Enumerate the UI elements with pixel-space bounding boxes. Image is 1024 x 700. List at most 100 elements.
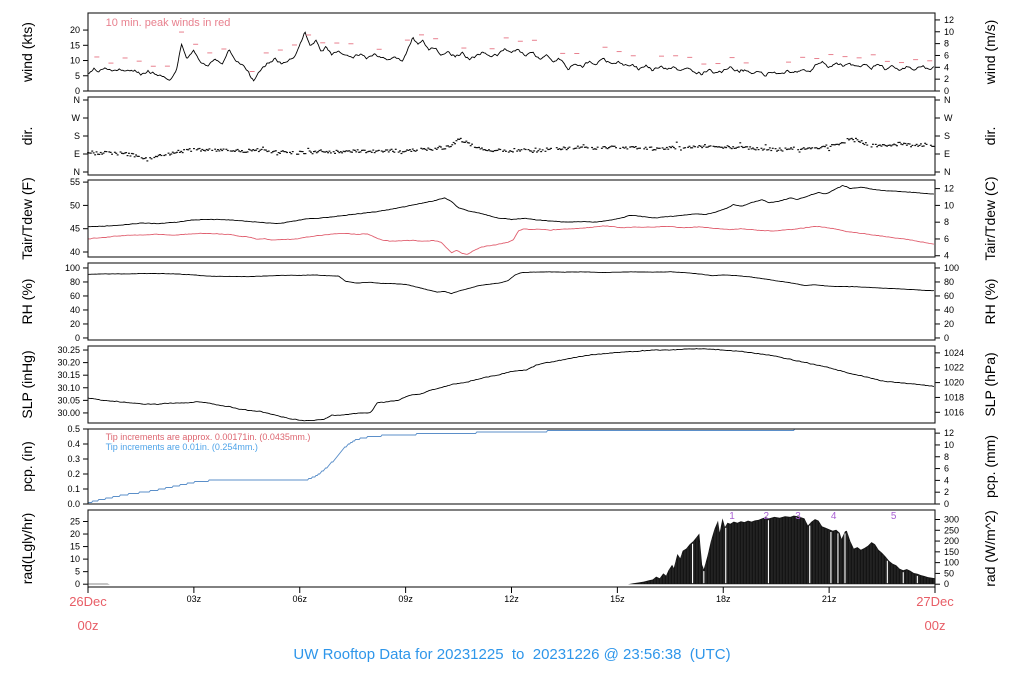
svg-text:300: 300 xyxy=(944,514,959,524)
panel-temp-axes: 40 45 50 55 4 6 8 10 12 xyxy=(70,177,954,261)
svg-text:4: 4 xyxy=(944,251,949,261)
chart-title: UW Rooftop Data for 20231225 to 20231226… xyxy=(293,646,731,663)
panel-dir-frame xyxy=(87,96,936,176)
svg-text:1016: 1016 xyxy=(944,407,964,417)
svg-text:12: 12 xyxy=(944,184,954,194)
wind-dir-dots xyxy=(87,137,935,162)
svg-text:N: N xyxy=(74,95,81,105)
panel-pcp-axes: 0.0 0.1 0.2 0.3 0.4 0.5 0 2 46 8 10 12 xyxy=(67,424,954,509)
svg-text:0: 0 xyxy=(75,579,80,589)
svg-text:12: 12 xyxy=(944,15,954,25)
svg-text:20: 20 xyxy=(944,319,954,329)
svg-text:30.05: 30.05 xyxy=(57,395,80,405)
svg-text:1020: 1020 xyxy=(944,378,964,388)
svg-text:8: 8 xyxy=(944,452,949,462)
tdew-line xyxy=(87,225,935,255)
panel-rh-axes: 0 20 40 60 80 100 0 20 40 60 80 100 xyxy=(65,263,959,343)
axis-label-left-temp: Tair/Tdew (F) xyxy=(19,177,35,259)
annotation: 5 xyxy=(891,511,897,522)
svg-text:30.20: 30.20 xyxy=(57,358,80,368)
axis-label-left-pcp: pcp. (in) xyxy=(19,441,35,492)
svg-text:55: 55 xyxy=(70,177,80,187)
axis-label-left-dir: dir. xyxy=(19,127,35,146)
svg-text:40: 40 xyxy=(944,305,954,315)
panel-pcp: 0.0 0.1 0.2 0.3 0.4 0.5 0 2 46 8 10 12 pcp. (in) pcp.… xyxy=(19,424,998,509)
svg-text:5: 5 xyxy=(75,71,80,81)
panel-wind: 0 5 10 15 20 0 2 4 68 10 12 wind (kts) wind (m/s) 10 … xyxy=(19,12,998,96)
axis-label-left-slp: SLP (inHg) xyxy=(19,350,35,418)
svg-text:2: 2 xyxy=(944,487,949,497)
time-tick-label: 15z xyxy=(610,594,625,604)
svg-text:10: 10 xyxy=(944,200,954,210)
svg-text:0.2: 0.2 xyxy=(67,469,80,479)
panel-temp: 40 45 50 55 4 6 8 10 12 Tair/Tdew (F) Tair/Tdew (C… xyxy=(19,176,998,260)
svg-text:0: 0 xyxy=(75,333,80,343)
svg-text:20: 20 xyxy=(70,319,80,329)
axis-label-right-slp: SLP (hPa) xyxy=(982,352,998,416)
annotation: Tip increments are 0.01in. (0.254mm.) xyxy=(106,442,258,452)
date-hour-label-end: 00z xyxy=(925,618,946,633)
axis-label-right-wind: wind (m/s) xyxy=(982,20,998,86)
svg-text:2: 2 xyxy=(944,74,949,84)
svg-text:0.4: 0.4 xyxy=(67,439,80,449)
svg-text:8: 8 xyxy=(944,217,949,227)
panel-wind-axes: 0 5 10 15 20 0 2 4 68 10 12 xyxy=(70,15,954,96)
svg-text:10: 10 xyxy=(944,27,954,37)
svg-text:15: 15 xyxy=(70,542,80,552)
svg-text:0.3: 0.3 xyxy=(67,454,80,464)
svg-text:N: N xyxy=(944,95,951,105)
date-label-start: 26Dec xyxy=(69,594,107,609)
svg-text:50: 50 xyxy=(70,200,80,210)
date-label-end: 27Dec xyxy=(916,594,954,609)
svg-text:60: 60 xyxy=(70,291,80,301)
annotation: 10 min. peak winds in red xyxy=(106,17,231,29)
tair-line xyxy=(87,185,934,228)
svg-text:6: 6 xyxy=(944,464,949,474)
svg-text:80: 80 xyxy=(70,277,80,287)
svg-text:0: 0 xyxy=(944,579,949,589)
time-tick-label: 03z xyxy=(187,594,202,604)
slp-line xyxy=(87,348,935,422)
svg-text:S: S xyxy=(944,131,950,141)
annotation: Tip increments are approx. 0.00171in. (0… xyxy=(106,432,311,442)
svg-text:10: 10 xyxy=(70,554,80,564)
panel-pcp-frame xyxy=(87,428,936,505)
svg-text:8: 8 xyxy=(944,39,949,49)
svg-text:100: 100 xyxy=(944,558,959,568)
axis-label-right-temp: Tair/Tdew (C) xyxy=(982,176,998,260)
svg-text:10: 10 xyxy=(944,440,954,450)
svg-text:0: 0 xyxy=(944,499,949,509)
svg-text:E: E xyxy=(944,149,950,159)
svg-text:1024: 1024 xyxy=(944,348,964,358)
svg-text:30.15: 30.15 xyxy=(57,370,80,380)
svg-text:S: S xyxy=(74,131,80,141)
svg-text:100: 100 xyxy=(944,263,959,273)
svg-text:W: W xyxy=(72,113,81,123)
svg-text:12: 12 xyxy=(944,428,954,438)
svg-text:15: 15 xyxy=(70,40,80,50)
panel-slp: 30.00 30.05 30.10 30.15 30.20 30.25 1016 1018 10… xyxy=(19,345,998,424)
svg-text:200: 200 xyxy=(944,536,959,546)
axis-label-left-rh: RH (%) xyxy=(19,279,35,325)
panel-rh: 0 20 40 60 80 100 0 20 40 60 80 100 RH (%) RH (%) xyxy=(19,262,998,343)
time-tick-label: 18z xyxy=(716,594,731,604)
panel-slp-frame xyxy=(87,345,936,424)
panel-wind-frame xyxy=(87,12,936,92)
svg-text:30.10: 30.10 xyxy=(57,383,80,393)
panel-rh-frame xyxy=(87,262,936,341)
svg-text:100: 100 xyxy=(65,263,80,273)
axis-label-right-dir: dir. xyxy=(982,127,998,146)
svg-text:4: 4 xyxy=(944,62,949,72)
svg-text:20: 20 xyxy=(70,529,80,539)
svg-text:0.1: 0.1 xyxy=(67,484,80,494)
svg-text:0: 0 xyxy=(944,333,949,343)
svg-text:4: 4 xyxy=(944,475,949,485)
axis-label-right-rad: rad (W/m^2) xyxy=(982,510,998,587)
time-tick-label: 12z xyxy=(504,594,519,604)
date-hour-label-start: 00z xyxy=(78,618,99,633)
rad-bar-texture xyxy=(639,516,935,584)
svg-text:150: 150 xyxy=(944,547,959,557)
